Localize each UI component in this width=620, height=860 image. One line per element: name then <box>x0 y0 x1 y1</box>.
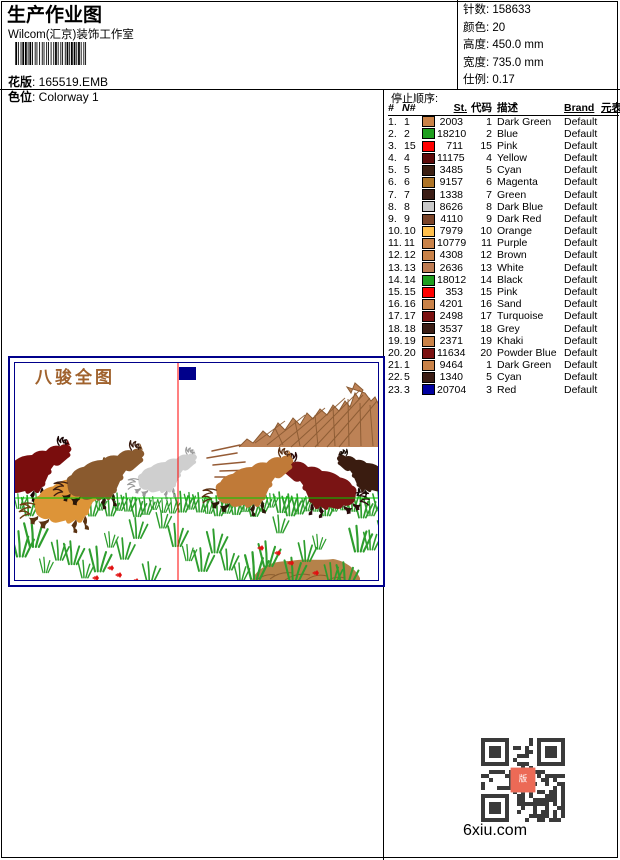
svg-text:版: 版 <box>519 774 528 784</box>
svg-text:八骏全图: 八骏全图 <box>35 367 115 387</box>
